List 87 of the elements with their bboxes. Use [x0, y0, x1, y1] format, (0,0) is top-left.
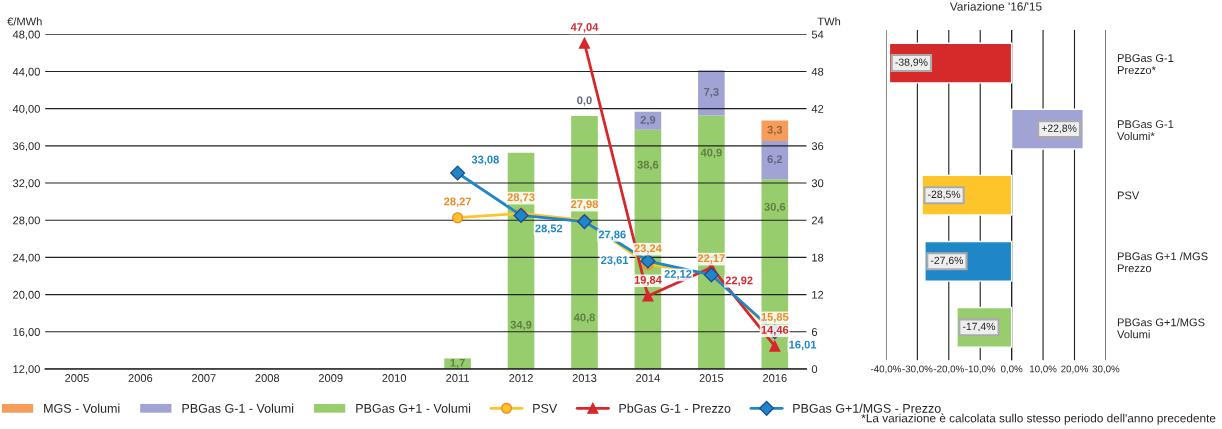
- x-tick-label: 20,0%: [1061, 365, 1088, 374]
- y-tick-label: 28,00: [13, 216, 40, 226]
- y-tick-label: 12,00: [13, 365, 40, 375]
- data-label: 23,61: [601, 256, 629, 266]
- y-tick-label: 48,00: [12, 30, 40, 40]
- y-tick-label: 32,00: [12, 179, 40, 189]
- data-label: 0,0: [577, 96, 592, 106]
- legend-label: PbGas G-1 - Prezzo: [619, 403, 731, 413]
- data-label: 38,6: [637, 160, 659, 171]
- y-axis-title: €/MWh: [7, 17, 42, 26]
- x-tick-label: 2008: [255, 374, 280, 382]
- x-tick-label: 2007: [192, 374, 216, 382]
- data-label: 19,84: [634, 275, 662, 286]
- data-label: 47,04: [570, 23, 599, 33]
- data-label: 7,3: [704, 87, 719, 98]
- data-label: 27,98: [570, 200, 599, 210]
- x-tick-label: 2013: [572, 374, 597, 382]
- x-tick-label: 2011: [446, 374, 469, 382]
- x-tick-label: 2006: [128, 374, 153, 382]
- y2-tick-label: 6: [811, 328, 818, 336]
- data-label: 14,46: [761, 325, 789, 336]
- y-tick-label: PBGas G-1 Volumi*: [1117, 120, 1174, 141]
- y2-tick-label: 24: [811, 216, 824, 225]
- x-tick-label: 2015: [699, 374, 724, 382]
- data-label: 22,17: [697, 254, 725, 264]
- legend-label: PBGas G+1/MGS - Prezzo: [793, 403, 941, 413]
- y-tick-label: 36,00: [12, 142, 40, 152]
- x-tick-label: 2014: [636, 374, 660, 382]
- data-label: 28,73: [507, 193, 535, 203]
- data-label: -17,4%: [962, 322, 996, 332]
- legend-label: PBGas G+1 - Volumi: [356, 403, 471, 413]
- y-tick-label: 24,00: [13, 253, 40, 263]
- data-label: 23,24: [634, 244, 662, 254]
- y2-tick-label: 42: [811, 104, 824, 113]
- data-label: 40,9: [700, 148, 722, 159]
- data-label: 40,8: [573, 313, 595, 323]
- data-label: 34,9: [510, 320, 532, 331]
- data-label: 28,27: [444, 197, 471, 208]
- data-label: 2,9: [640, 115, 656, 126]
- data-label: +22,8%: [1041, 124, 1077, 134]
- x-tick-label: -10,0%: [965, 365, 996, 374]
- x-tick-label: 10,0%: [1030, 365, 1057, 374]
- x-tick-label: -20,0%: [933, 365, 964, 374]
- y-tick-label: 40,00: [12, 104, 40, 115]
- x-tick-label: -40,0%: [870, 365, 902, 374]
- data-label: 1,7: [450, 358, 465, 369]
- text: *La variazione è calcolata sullo stesso periodo dell'anno precedente: [861, 413, 1216, 425]
- legend-label: PSV: [533, 403, 558, 413]
- x-tick-label: 2005: [65, 374, 89, 382]
- y2-tick-label: 48: [811, 67, 824, 76]
- data-label: 15,85: [761, 312, 789, 323]
- y-tick-label: PSV: [1117, 191, 1140, 200]
- y-tick-label: 16,00: [13, 328, 40, 338]
- data-label: 22,92: [725, 276, 753, 286]
- x-tick-label: 2012: [509, 374, 533, 382]
- y2-tick-label: 0: [811, 365, 818, 374]
- data-label: 22,12: [664, 269, 692, 280]
- y2-tick-label: 12: [812, 290, 824, 299]
- data-label: 28,52: [535, 224, 563, 234]
- data-label: 6,2: [767, 155, 783, 165]
- data-label: -28,5%: [928, 190, 961, 200]
- data-label: -27,6%: [930, 256, 964, 266]
- y2-tick-label: 18: [812, 253, 824, 262]
- x-tick-label: 0,0%: [1000, 365, 1023, 374]
- x-tick-label: 2009: [318, 374, 343, 382]
- legend-label: MGS - Volumi: [44, 403, 120, 413]
- data-label: 33,08: [471, 155, 499, 166]
- legend-label: PBGas G-1 - Volumi: [182, 403, 294, 413]
- y-tick-label: PBGas G+1/MGS Volumi: [1117, 318, 1205, 339]
- chart-title: Variazione '16/'15: [949, 2, 1042, 11]
- y-tick-label: PBGas G+1 /MGS Prezzo: [1117, 252, 1208, 273]
- data-label: -38,9%: [895, 58, 928, 68]
- y2-tick-label: 30: [811, 179, 824, 188]
- y-tick-label: PBGas G-1 Prezzo*: [1117, 54, 1174, 74]
- x-tick-label: 2016: [763, 374, 787, 382]
- x-tick-label: 30,0%: [1092, 365, 1120, 374]
- x-tick-label: 2010: [382, 374, 407, 382]
- y2-tick-label: 54: [811, 30, 824, 39]
- data-label: 30,6: [764, 202, 786, 213]
- data-label: 3,3: [767, 125, 783, 136]
- data-label: 27,86: [598, 230, 626, 240]
- x-tick-label: -30,0%: [902, 365, 933, 374]
- data-label: 16,01: [789, 340, 817, 351]
- y2-axis-title: TWh: [817, 17, 841, 26]
- y-tick-label: 20,00: [13, 290, 40, 301]
- y-tick-label: 44,00: [12, 67, 40, 77]
- y2-tick-label: 36: [811, 142, 824, 150]
